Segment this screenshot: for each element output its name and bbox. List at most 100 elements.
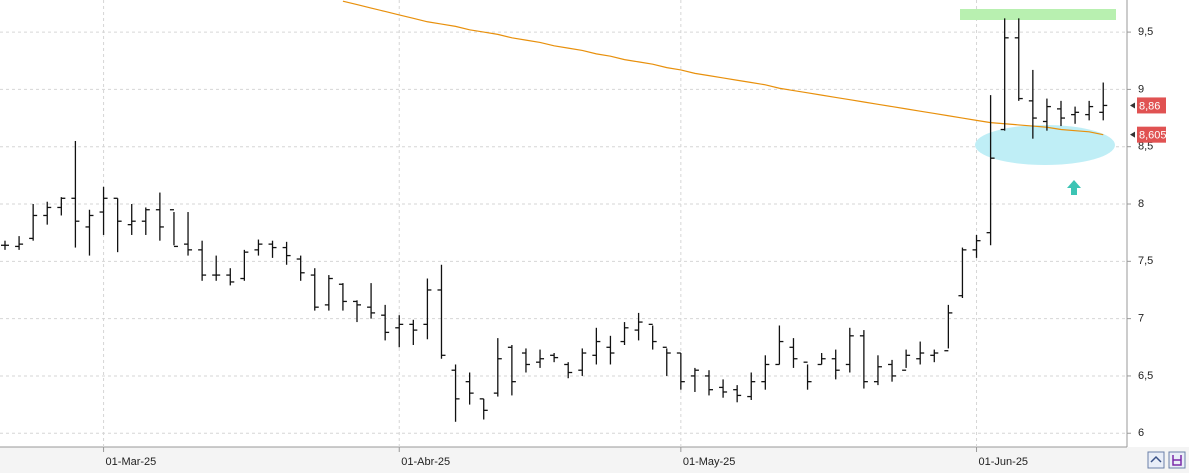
ohlc-bar — [606, 335, 615, 365]
ohlc-bar — [367, 283, 376, 319]
y-tick-label: 8 — [1138, 198, 1144, 210]
price-tag-box — [1137, 97, 1166, 114]
ohlc-bar — [85, 209, 94, 256]
ohlc-bar — [141, 207, 150, 235]
ohlc-bar — [719, 379, 728, 398]
ohlc-bar — [212, 255, 221, 281]
ohlc-bar — [888, 359, 897, 382]
ohlc-bar — [705, 370, 713, 396]
ohlc-bar — [169, 209, 178, 248]
ohlc-bar — [1057, 100, 1065, 127]
ohlc-bar — [113, 197, 122, 253]
x-tick-label: 01-Mar-25 — [106, 456, 157, 468]
price-tag-pointer — [1130, 102, 1135, 109]
y-tick-label: 9,5 — [1138, 26, 1153, 38]
ohlc-bar — [916, 341, 925, 365]
ohlc-bar — [479, 398, 488, 420]
ohlc-bar — [1028, 69, 1037, 139]
ohlc-bar — [902, 349, 911, 371]
ohlc-bar — [550, 353, 559, 363]
ohlc-bar — [409, 319, 418, 345]
ohlc-bar — [423, 278, 432, 340]
ohlc-bar — [1099, 82, 1108, 121]
ohlc-bar — [620, 322, 629, 345]
ohlc-bar — [338, 283, 347, 311]
ohlc-bar — [775, 325, 784, 366]
ohlc-bar — [662, 346, 671, 376]
ohlc-bar — [873, 355, 882, 386]
ohlc-bar — [451, 364, 460, 422]
ohlc-bar — [690, 367, 699, 392]
ohlc-bar — [493, 338, 502, 397]
y-tick-label: 7 — [1138, 313, 1144, 325]
x-tick-label: 01-Jun-25 — [979, 456, 1029, 468]
ohlc-bar — [268, 240, 277, 258]
ohlc-bar — [761, 355, 770, 390]
ohlc-bar — [198, 240, 207, 281]
ohlc-bar — [944, 304, 953, 352]
ohlc-bar — [986, 95, 995, 246]
arrow-annotation — [1067, 180, 1081, 195]
y-tick-label: 6,5 — [1138, 370, 1153, 382]
grid — [0, 0, 1127, 447]
y-tick-label: 8,5 — [1138, 141, 1153, 153]
ohlc-bar — [184, 212, 193, 256]
ohlc-bar — [381, 304, 390, 341]
ohlc-bar — [789, 338, 798, 368]
ohlc-bar — [1042, 98, 1051, 131]
ohlc-bar — [310, 268, 319, 311]
ohlc-bar — [564, 362, 573, 379]
ohlc-bar — [29, 204, 38, 241]
price-tag-label: 8,605 — [1139, 130, 1167, 142]
ohlc-bar — [254, 239, 263, 256]
ohlc-bar — [71, 140, 80, 248]
y-tick-label: 6 — [1138, 427, 1144, 439]
ohlc-bar — [155, 192, 164, 241]
ohlc-bar — [1071, 106, 1080, 124]
x-axis-strip — [0, 447, 1189, 473]
ohlc-bar — [831, 349, 840, 380]
ohlc-bar — [296, 255, 305, 281]
ohlc-bar — [465, 372, 474, 405]
ohlc-bar — [521, 348, 530, 373]
ohlc-bar — [353, 300, 361, 323]
ohlc-bar — [930, 349, 939, 363]
ohlc-bar — [845, 327, 854, 373]
zoom-button[interactable] — [1147, 451, 1165, 469]
ohlc-bar — [634, 312, 643, 341]
y-tick-label: 7,5 — [1138, 255, 1153, 267]
ohlc-bar — [676, 352, 685, 390]
ohlc-bar — [395, 315, 404, 348]
save-icon — [1172, 455, 1182, 466]
ohlc-bar — [536, 349, 545, 368]
x-tick-label: 01-Abr-25 — [401, 456, 450, 468]
ohlc-bar — [1000, 18, 1009, 131]
ohlc-bar — [99, 186, 108, 235]
ohlc-bar — [507, 344, 516, 396]
ohlc-bar — [15, 236, 24, 250]
ohlc-bar — [859, 330, 868, 389]
ohlc-bar — [747, 372, 756, 401]
ohlc-bar — [803, 361, 812, 390]
moving-average-line — [342, 0, 1104, 136]
ohlc-bar — [43, 201, 52, 225]
ohlc-bar — [817, 353, 826, 366]
highlight-ellipse — [975, 125, 1115, 165]
marks — [1, 0, 1108, 422]
price-tag-label: 8,86 — [1139, 100, 1160, 112]
x-tick-label: 01-May-25 — [683, 456, 736, 468]
ohlc-bar — [1014, 18, 1023, 101]
ohlc-bar — [733, 385, 742, 403]
ohlc-bar — [282, 241, 291, 265]
price-tag-pointer — [1130, 131, 1135, 138]
ohlc-bar — [127, 204, 136, 235]
ohlc-bar — [648, 323, 657, 350]
ohlc-bar — [57, 197, 66, 216]
ohlc-bar — [958, 247, 967, 298]
ohlc-bar — [592, 327, 601, 365]
price-tag-box — [1137, 126, 1166, 143]
ohlc-bar — [1085, 100, 1094, 121]
ohlc-bar — [324, 275, 333, 311]
